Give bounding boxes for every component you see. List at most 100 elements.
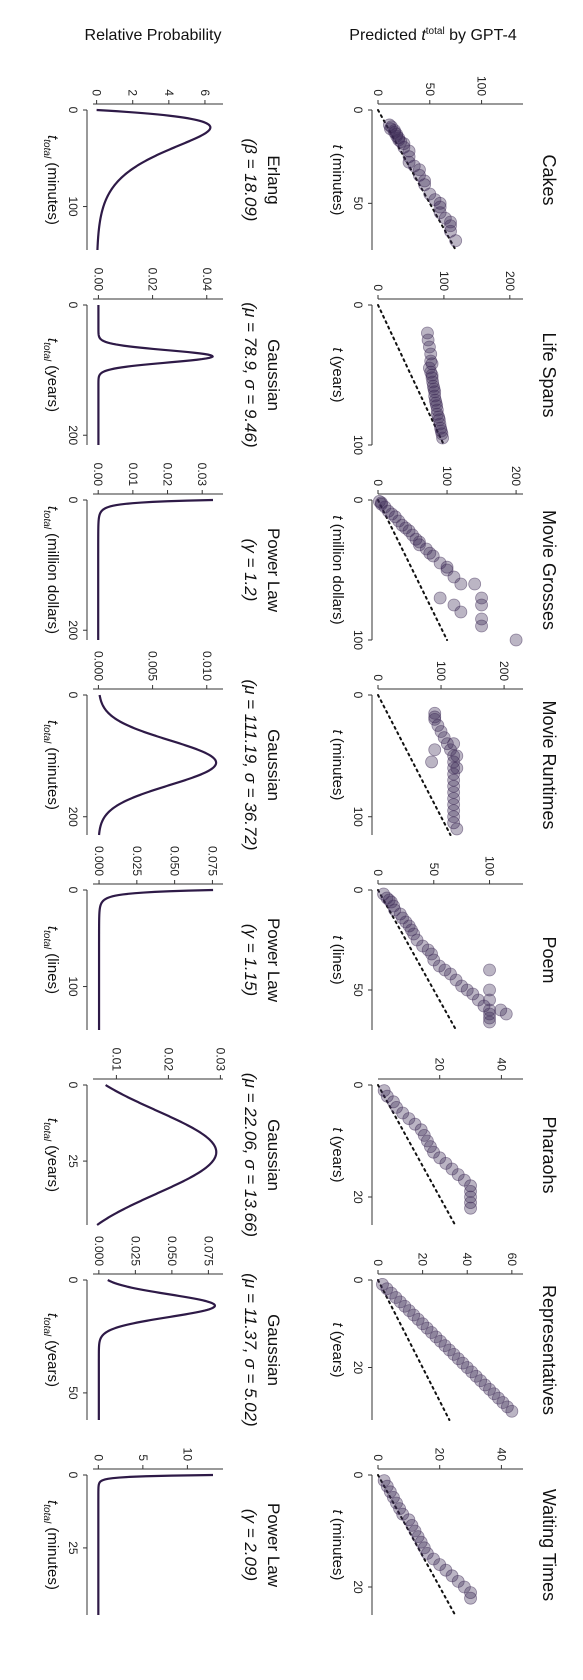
x-axis-label: ttotal (lines) (41, 926, 61, 994)
y-tick-label: 20 (416, 1253, 430, 1267)
scatter-panel-1: Life Spans 0 100 200 0 100 t (years) (329, 271, 559, 455)
panel-title: Poem (539, 936, 559, 983)
data-point (454, 577, 468, 591)
panel-title: Waiting Times (539, 1489, 559, 1601)
distribution-params: (γ = 1.2) (241, 539, 260, 602)
distribution-title: Erlang (264, 155, 283, 204)
x-tick-label: 20 (351, 1190, 365, 1204)
data-point (402, 524, 416, 538)
row-label-predicted: Predicted ttotal by GPT-4 (349, 26, 517, 44)
distribution-title: Gaussian (264, 1314, 283, 1386)
data-point (433, 196, 447, 210)
data-point (388, 510, 402, 524)
data-point (464, 1591, 477, 1605)
data-point (483, 993, 496, 1007)
data-point (434, 725, 448, 738)
x-tick-label: 0 (66, 1277, 80, 1284)
data-point (450, 761, 464, 775)
density-curve (97, 888, 214, 1030)
data-point (406, 528, 419, 542)
data-point (413, 538, 426, 552)
data-point (450, 822, 464, 836)
distribution-params: (μ = 78.9, σ = 9.46) (241, 302, 260, 447)
y-tick-label: 0 (371, 869, 385, 876)
y-tick-label: 0.01 (109, 1048, 123, 1072)
data-point (454, 605, 468, 619)
data-point (475, 598, 488, 612)
x-tick-label: 200 (66, 620, 80, 640)
x-tick-label: 100 (351, 435, 365, 455)
data-point (483, 963, 496, 977)
x-tick-label: 25 (66, 1541, 80, 1555)
x-tick-label: 100 (66, 977, 80, 997)
y-tick-label: 0.050 (165, 1236, 179, 1266)
y-tick-label: 40 (494, 1058, 508, 1072)
y-tick-label: 0.025 (130, 846, 144, 876)
x-tick-label: 50 (351, 983, 365, 997)
distribution-params: (μ = 11.37, σ = 5.02) (241, 1273, 260, 1426)
data-point (426, 549, 440, 563)
density-curve (97, 305, 214, 445)
y-tick-label: 0.005 (146, 651, 160, 681)
data-point (392, 514, 406, 528)
x-axis-label: ttotal (years) (41, 1313, 61, 1387)
x-tick-label: 0 (351, 1472, 365, 1479)
scatter-panel-2: Movie Grosses 0 100 200 0 100 t (million dolla… (329, 466, 559, 650)
data-point (468, 577, 482, 591)
x-tick-label: 0 (351, 887, 365, 894)
y-tick-label: 60 (505, 1253, 519, 1267)
distribution-params: (γ = 1.15) (241, 924, 260, 996)
data-point (449, 234, 463, 248)
y-tick-label: 40 (460, 1253, 474, 1267)
scatter-panel-0: Cakes 0 50 100 0 50 t (minutes) (329, 76, 559, 251)
data-point (424, 347, 438, 361)
x-tick-label: 100 (351, 807, 365, 827)
data-point (450, 749, 464, 763)
x-axis-label: t (minutes) (329, 730, 346, 801)
x-axis-label: ttotal (million dollars) (41, 506, 61, 634)
panel-title: Movie Runtimes (539, 700, 559, 829)
x-tick-label: 100 (66, 197, 80, 217)
y-tick-label: 50 (423, 83, 437, 97)
data-point (405, 923, 418, 937)
y-tick-label: 40 (494, 1448, 508, 1462)
y-tick-label: 0.075 (201, 1236, 215, 1266)
x-axis-label: ttotal (minutes) (41, 135, 61, 225)
x-tick-label: 0 (351, 1082, 365, 1089)
data-point (431, 719, 445, 732)
y-tick-label: 100 (475, 76, 489, 96)
data-point (418, 174, 432, 188)
identity-line (377, 889, 458, 1031)
panel-title: Pharaohs (539, 1116, 559, 1193)
distribution-panel-1: Gaussian(μ = 78.9, σ = 9.46) 0.00 0.02 0.04… (41, 268, 283, 448)
y-tick-label: 0.050 (168, 846, 182, 876)
y-tick-label: 100 (437, 271, 451, 291)
data-point (444, 215, 457, 229)
y-tick-label: 0.075 (205, 846, 219, 876)
data-point (402, 919, 416, 933)
data-point (505, 1404, 519, 1418)
y-tick-label: 0.02 (161, 463, 175, 487)
x-tick-label: 0 (66, 887, 80, 894)
x-tick-label: 50 (351, 197, 365, 211)
y-tick-label: 0.02 (161, 1048, 175, 1072)
density-curve (97, 498, 214, 640)
data-point (464, 1201, 477, 1215)
data-point (433, 591, 447, 605)
x-tick-label: 0 (66, 107, 80, 114)
panel-title: Life Spans (539, 332, 559, 417)
x-axis-label: ttotal (minutes) (41, 1500, 61, 1590)
y-tick-label: 5 (136, 1454, 150, 1461)
data-point (447, 570, 461, 584)
y-tick-label: 0.01 (126, 463, 140, 487)
distribution-panel-5: Gaussian(μ = 22.06, σ = 13.66) 0.01 0.02 0.… (41, 1048, 283, 1237)
x-tick-label: 20 (351, 1361, 365, 1375)
x-axis-label: t (minutes) (329, 1510, 346, 1581)
y-tick-label: 0.02 (146, 268, 160, 292)
y-tick-label: 4 (162, 89, 176, 96)
data-point (425, 755, 438, 769)
y-tick-label: 0.03 (213, 1048, 227, 1072)
x-tick-label: 0 (66, 302, 80, 309)
